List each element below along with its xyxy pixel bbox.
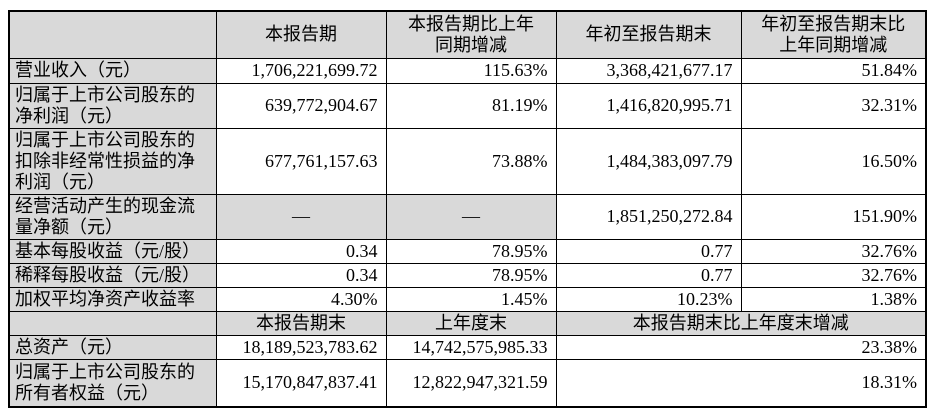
value-ytd-yoy: 151.90% xyxy=(740,193,927,240)
value-current-yoy: 78.95% xyxy=(385,262,557,288)
value-period-end: 15,170,847,837.41 xyxy=(215,358,387,408)
value-ytd-yoy: 51.84% xyxy=(740,57,927,84)
value-current-yoy-dash: — xyxy=(385,193,557,240)
table-row-revenue: 营业收入（元） 1,706,221,699.72 115.63% 3,368,4… xyxy=(8,57,927,84)
row-label: 基本每股收益（元/股） xyxy=(8,238,217,264)
value-change: 18.31% xyxy=(555,358,927,408)
value-ytd: 3,368,421,677.17 xyxy=(555,57,742,84)
row-label: 归属于上市公司股东的所有者权益（元） xyxy=(8,358,217,408)
table-row-net-profit: 归属于上市公司股东的净利润（元） 639,772,904.67 81.19% 1… xyxy=(8,82,927,129)
header-ytd: 年初至报告期末 xyxy=(555,10,742,59)
value-ytd: 1,484,383,097.79 xyxy=(555,127,742,195)
value-current: 0.34 xyxy=(215,262,387,288)
financial-summary-table: 本报告期 本报告期比上年同期增减 年初至报告期末 年初至报告期末比上年同期增减 … xyxy=(8,10,927,408)
table-row-total-assets: 总资产（元） 18,189,523,783.62 14,742,575,985.… xyxy=(8,334,927,360)
value-current-yoy: 81.19% xyxy=(385,82,557,129)
value-current-dash: — xyxy=(215,193,387,240)
value-current: 1,706,221,699.72 xyxy=(215,57,387,84)
header-period-end: 本报告期末 xyxy=(215,310,387,336)
header-blank-cell xyxy=(8,10,217,59)
value-period-end: 18,189,523,783.62 xyxy=(215,334,387,360)
value-ytd-yoy: 16.50% xyxy=(740,127,927,195)
value-current-yoy: 73.88% xyxy=(385,127,557,195)
value-ytd: 1,416,820,995.71 xyxy=(555,82,742,129)
row-label: 总资产（元） xyxy=(8,334,217,360)
value-ytd-yoy: 1.38% xyxy=(740,286,927,312)
value-ytd-yoy: 32.31% xyxy=(740,82,927,129)
value-current: 4.30% xyxy=(215,286,387,312)
table-row-basic-eps: 基本每股收益（元/股） 0.34 78.95% 0.77 32.76% xyxy=(8,238,927,264)
row-label: 归属于上市公司股东的净利润（元） xyxy=(8,82,217,129)
row-label: 稀释每股收益（元/股） xyxy=(8,262,217,288)
table-header-row-top: 本报告期 本报告期比上年同期增减 年初至报告期末 年初至报告期末比上年同期增减 xyxy=(8,10,927,59)
header-current-period-yoy: 本报告期比上年同期增减 xyxy=(385,10,557,59)
value-ytd-yoy: 32.76% xyxy=(740,238,927,264)
header-period-end-change: 本报告期末比上年度末增减 xyxy=(555,310,927,336)
table-row-net-profit-deducted: 归属于上市公司股东的扣除非经常性损益的净利润（元） 677,761,157.63… xyxy=(8,127,927,195)
value-ytd: 10.23% xyxy=(555,286,742,312)
row-label: 经营活动产生的现金流量净额（元） xyxy=(8,193,217,240)
table-row-operating-cash-flow: 经营活动产生的现金流量净额（元） — — 1,851,250,272.84 15… xyxy=(8,193,927,240)
row-label: 加权平均净资产收益率 xyxy=(8,286,217,312)
table-header-row-bottom: 本报告期末 上年度末 本报告期末比上年度末增减 xyxy=(8,310,927,336)
value-ytd: 1,851,250,272.84 xyxy=(555,193,742,240)
value-ytd: 0.77 xyxy=(555,262,742,288)
table-row-weighted-roe: 加权平均净资产收益率 4.30% 1.45% 10.23% 1.38% xyxy=(8,286,927,312)
value-prior-year-end: 14,742,575,985.33 xyxy=(385,334,557,360)
header-current-period: 本报告期 xyxy=(215,10,387,59)
header-blank-cell xyxy=(8,310,217,336)
value-current: 0.34 xyxy=(215,238,387,264)
value-current: 677,761,157.63 xyxy=(215,127,387,195)
value-current-yoy: 115.63% xyxy=(385,57,557,84)
value-change: 23.38% xyxy=(555,334,927,360)
value-prior-year-end: 12,822,947,321.59 xyxy=(385,358,557,408)
row-label: 归属于上市公司股东的扣除非经常性损益的净利润（元） xyxy=(8,127,217,195)
value-current: 639,772,904.67 xyxy=(215,82,387,129)
value-current-yoy: 1.45% xyxy=(385,286,557,312)
header-ytd-yoy: 年初至报告期末比上年同期增减 xyxy=(740,10,927,59)
value-ytd-yoy: 32.76% xyxy=(740,262,927,288)
value-current-yoy: 78.95% xyxy=(385,238,557,264)
row-label: 营业收入（元） xyxy=(8,57,217,84)
header-prior-year-end: 上年度末 xyxy=(385,310,557,336)
table-row-diluted-eps: 稀释每股收益（元/股） 0.34 78.95% 0.77 32.76% xyxy=(8,262,927,288)
value-ytd: 0.77 xyxy=(555,238,742,264)
table-row-owners-equity: 归属于上市公司股东的所有者权益（元） 15,170,847,837.41 12,… xyxy=(8,358,927,408)
